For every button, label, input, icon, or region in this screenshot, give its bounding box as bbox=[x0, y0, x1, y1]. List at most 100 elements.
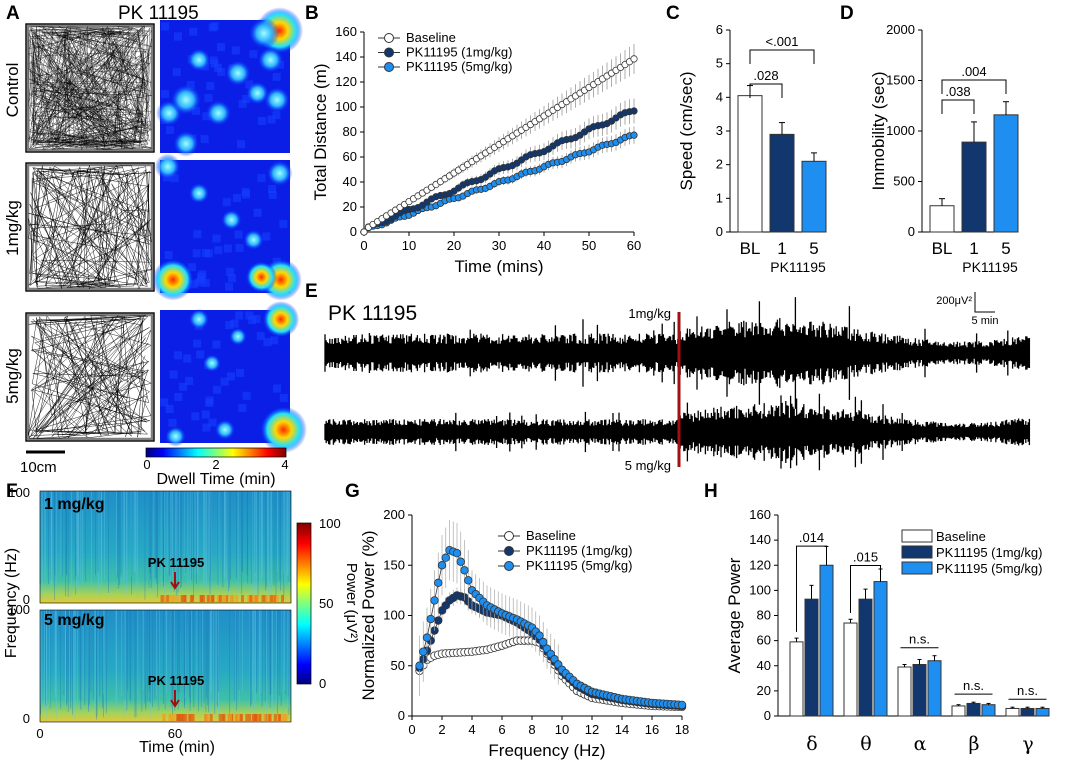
track-path bbox=[27, 25, 153, 151]
g-xtick-label: 2 bbox=[438, 722, 445, 737]
spectrogram-hotspot bbox=[271, 595, 275, 602]
h-sig-label: n.s. bbox=[963, 678, 984, 693]
spectrogram-hotspot bbox=[183, 595, 187, 602]
spectrogram-hotspot bbox=[253, 714, 257, 721]
g-data-point bbox=[441, 553, 450, 562]
eeg-trace-1mg bbox=[324, 297, 1031, 409]
heat-cell bbox=[166, 126, 174, 135]
dwell-spot bbox=[154, 153, 181, 180]
dwell-spot bbox=[188, 308, 210, 330]
d-sig-label: .038 bbox=[945, 84, 970, 99]
c-ytick-label: 1 bbox=[716, 190, 723, 205]
panel-h-label: H bbox=[704, 481, 718, 502]
wall-trace bbox=[26, 24, 154, 152]
heat-cell bbox=[242, 190, 250, 199]
spectrogram-hotspot bbox=[258, 714, 262, 721]
h-bar-4-0 bbox=[1005, 707, 1020, 717]
power-tick-50: 50 bbox=[319, 596, 333, 611]
spec-ytick-100a: 100 bbox=[8, 485, 30, 500]
h-bar-1-1 bbox=[858, 598, 873, 717]
power-colorbar-title: Power (μV²) bbox=[343, 563, 360, 643]
c-sig-label: <.001 bbox=[766, 34, 799, 49]
heat-cell bbox=[160, 398, 169, 407]
spectrogram-hotspot bbox=[239, 714, 243, 721]
g-data-point bbox=[437, 561, 447, 570]
heat-cell bbox=[201, 279, 210, 288]
spec-xtick-0: 0 bbox=[36, 726, 43, 741]
heat-cell bbox=[268, 185, 277, 194]
dwell-colorbar bbox=[145, 447, 287, 458]
spectrogram-hotspot bbox=[182, 714, 186, 721]
heat-cell bbox=[272, 111, 281, 120]
legend-marker-2 bbox=[384, 62, 394, 72]
heat-cell bbox=[217, 43, 225, 52]
g-data-point bbox=[415, 661, 424, 670]
h-ytick-label: 0 bbox=[764, 708, 771, 723]
b-ytick-label: 120 bbox=[335, 74, 357, 89]
spectrogram-hotspot bbox=[172, 595, 176, 602]
heat-cell bbox=[191, 412, 200, 421]
heat-cell bbox=[233, 194, 242, 203]
heat-cell bbox=[245, 311, 254, 320]
heat-cell bbox=[217, 68, 226, 76]
heat-cell bbox=[272, 72, 281, 81]
spec-xtick-60: 60 bbox=[168, 726, 182, 741]
data-point bbox=[360, 228, 368, 236]
panel-e-title: PK 11195 bbox=[328, 302, 417, 325]
heat-cell bbox=[231, 46, 240, 55]
h-ylabel: Average Power bbox=[725, 557, 744, 673]
g-ytick-label: 100 bbox=[383, 608, 405, 623]
spectrogram-hotspot bbox=[163, 595, 167, 602]
h-sig-label: .014 bbox=[799, 530, 824, 545]
heat-cell bbox=[249, 50, 258, 59]
heat-cell bbox=[185, 376, 194, 385]
b-xtick-label: 60 bbox=[627, 238, 641, 253]
legend-swatch-0 bbox=[901, 529, 933, 543]
eeg-trace-5mg bbox=[324, 393, 1031, 471]
scale-v-label: 200μV² bbox=[936, 295, 972, 307]
legend-label-1: PK11195 (1mg/kg) bbox=[936, 545, 1042, 560]
heat-cell bbox=[225, 321, 234, 330]
g-data-point bbox=[464, 576, 473, 585]
d-sig-label: .004 bbox=[961, 64, 986, 79]
spec-xlabel: Time (min) bbox=[139, 739, 215, 756]
heat-cell bbox=[238, 99, 247, 108]
spectrogram-frame bbox=[39, 609, 292, 723]
h-sig-label: .015 bbox=[853, 549, 878, 564]
scale-bar-label: 10cm bbox=[20, 459, 57, 476]
spectrogram-hotspot bbox=[273, 714, 277, 721]
legend-label-0: Baseline bbox=[936, 529, 986, 544]
spec-ytick-100b: 100 bbox=[8, 602, 30, 617]
h-bar-2-1 bbox=[912, 663, 927, 717]
h-sig-bracket bbox=[850, 564, 881, 613]
heat-cell bbox=[256, 332, 265, 341]
spectrogram-hotspot bbox=[202, 595, 205, 602]
legend-label-2: PK11195 (5mg/kg) bbox=[406, 59, 512, 74]
spectrogram-hotspot bbox=[218, 595, 222, 602]
spectrogram-hotspot bbox=[188, 714, 192, 721]
heat-cell bbox=[165, 405, 174, 413]
heat-cell bbox=[242, 95, 251, 103]
spectrogram-hotspot bbox=[263, 714, 267, 721]
h-sig-bracket bbox=[796, 545, 827, 632]
heat-cell bbox=[279, 219, 288, 228]
dwell-spot bbox=[245, 81, 270, 105]
dwell-spot bbox=[187, 48, 211, 72]
spec-annotation-5mg: PK 11195 bbox=[148, 673, 204, 688]
spectrogram-hotspot bbox=[221, 714, 225, 721]
h-bar-0-0 bbox=[789, 641, 804, 717]
dwell-spot bbox=[262, 301, 300, 338]
h-bar-0-1 bbox=[804, 598, 819, 717]
c-bar-2 bbox=[801, 160, 827, 233]
heat-cell bbox=[279, 394, 288, 403]
spectrogram-hotspot bbox=[170, 595, 174, 602]
h-cat-3: β bbox=[969, 733, 980, 755]
c-ytick-label: 2 bbox=[716, 157, 723, 172]
heat-cell bbox=[179, 382, 188, 391]
spec-annotation-1mg: PK 11195 bbox=[148, 555, 204, 570]
series-1 bbox=[360, 98, 638, 236]
heat-cell bbox=[164, 251, 173, 260]
heat-cell bbox=[226, 267, 235, 276]
heat-cell bbox=[204, 249, 213, 258]
heat-cell bbox=[209, 56, 218, 65]
